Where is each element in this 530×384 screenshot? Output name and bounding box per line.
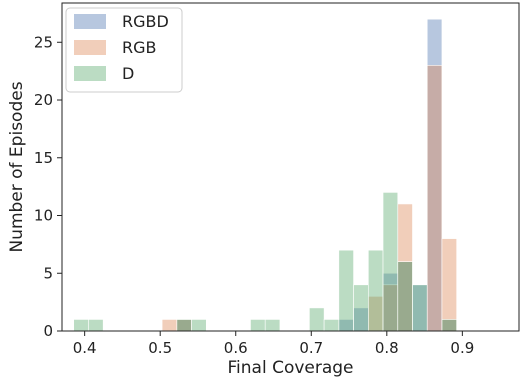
bar-d-8 [191, 319, 207, 332]
x-tick-label: 0.9 [450, 339, 474, 357]
bar-d-25 [441, 319, 457, 332]
legend-box [65, 7, 183, 93]
bar-d-22 [397, 261, 413, 332]
bar-d-12 [250, 319, 266, 332]
bar-d-19 [353, 284, 369, 332]
x-tick-label: 0.4 [73, 339, 97, 357]
y-tick-label: 20 [34, 91, 53, 109]
legend-label-rgbd: RGBD [122, 12, 169, 31]
bar-d-17 [323, 319, 340, 332]
y-tick-label: 0 [43, 322, 53, 340]
bar-d-18 [338, 249, 354, 332]
x-tick-label: 0.6 [224, 339, 248, 357]
legend-swatch-rgb [74, 40, 106, 55]
bar-d-13 [264, 319, 281, 332]
y-tick-label: 5 [43, 264, 53, 282]
bars-group [73, 18, 457, 332]
legend-label-rgb: RGB [122, 38, 157, 57]
plot-frame [61, 2, 520, 332]
bar-d-23 [412, 284, 428, 332]
y-axis-label: Number of Episodes [7, 81, 27, 252]
y-tick-label: 10 [34, 207, 53, 225]
legend-swatch-rgbd [74, 14, 106, 29]
legend-label-d: D [122, 64, 134, 83]
x-axis-label: Final Coverage [227, 358, 353, 378]
bar-rgb-6 [161, 319, 178, 332]
x-tick-label: 0.5 [148, 339, 172, 357]
x-tick-label: 0.7 [299, 339, 323, 357]
bar-d-0 [73, 319, 89, 332]
y-tick-label: 25 [34, 33, 53, 51]
bar-d-21 [382, 192, 399, 332]
bar-d-16 [309, 307, 325, 332]
bar-d-1 [88, 319, 104, 332]
bar-rgb-25 [441, 238, 457, 332]
y-tick-label: 15 [34, 149, 53, 167]
x-tick-label: 0.8 [375, 339, 399, 357]
bar-d-7 [176, 319, 192, 332]
legend-swatch-d [74, 66, 106, 81]
bar-d-20 [367, 249, 384, 332]
bar-rgb-24 [426, 65, 443, 332]
